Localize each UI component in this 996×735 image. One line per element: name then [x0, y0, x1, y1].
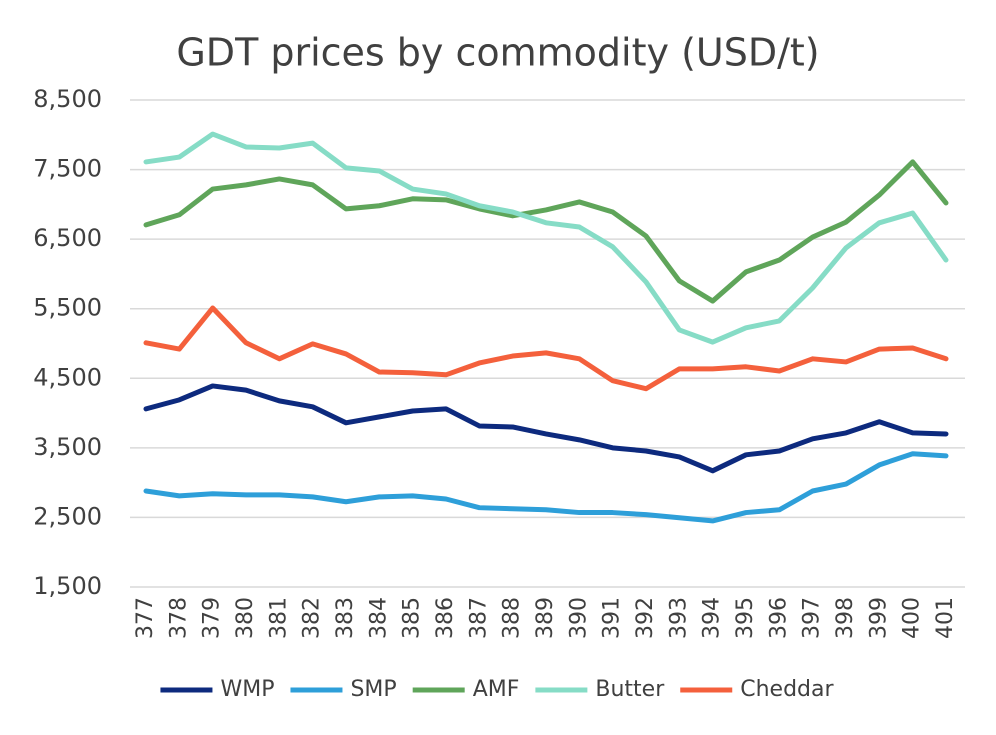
y-tick-label: 2,500 — [33, 502, 102, 530]
series-line — [143, 383, 949, 474]
x-tick-label: 397 — [800, 597, 825, 639]
x-tick-label: 401 — [933, 597, 958, 639]
x-tick-label: 396 — [766, 597, 791, 639]
y-tick-label: 1,500 — [33, 572, 102, 600]
legend-label: Cheddar — [740, 677, 834, 702]
x-tick-label: 398 — [833, 597, 858, 639]
x-tick-label: 385 — [400, 597, 425, 639]
x-tick-label: 390 — [566, 597, 591, 639]
x-tick-label: 378 — [166, 597, 191, 639]
x-tick-label: 394 — [700, 597, 725, 639]
y-tick-label: 4,500 — [33, 363, 102, 391]
series-line — [143, 451, 949, 524]
x-tick-label: 395 — [733, 597, 758, 639]
series-line — [143, 305, 949, 392]
x-tick-label: 386 — [433, 597, 458, 639]
x-tick-label: 387 — [466, 597, 491, 639]
legend-label: SMP — [350, 677, 396, 702]
y-tick-label: 5,500 — [33, 294, 102, 322]
x-tick-label: 388 — [500, 597, 525, 639]
legend-label: AMF — [473, 677, 520, 702]
series-line — [143, 159, 949, 304]
y-tick-label: 7,500 — [33, 155, 102, 183]
x-tick-label: 393 — [666, 597, 691, 639]
x-tick-label: 400 — [900, 597, 925, 639]
x-tick-label: 399 — [866, 597, 891, 639]
series-line — [143, 131, 949, 345]
y-tick-label: 8,500 — [33, 85, 102, 113]
x-tick-label: 377 — [133, 597, 158, 639]
x-tick-label: 379 — [200, 597, 225, 639]
y-tick-label: 6,500 — [33, 224, 102, 252]
x-tick-label: 381 — [266, 597, 291, 639]
x-tick-label: 383 — [333, 597, 358, 639]
x-tick-label: 382 — [300, 597, 325, 639]
x-tick-label: 380 — [233, 597, 258, 639]
chart-title: GDT prices by commodity (USD/t) — [176, 31, 819, 75]
x-tick-label: 389 — [533, 597, 558, 639]
x-tick-label: 391 — [600, 597, 625, 639]
x-tick-label: 392 — [633, 597, 658, 639]
legend-label: Butter — [595, 677, 665, 702]
legend-label: WMP — [220, 677, 274, 702]
y-tick-label: 3,500 — [33, 433, 102, 461]
x-tick-label: 384 — [366, 597, 391, 639]
